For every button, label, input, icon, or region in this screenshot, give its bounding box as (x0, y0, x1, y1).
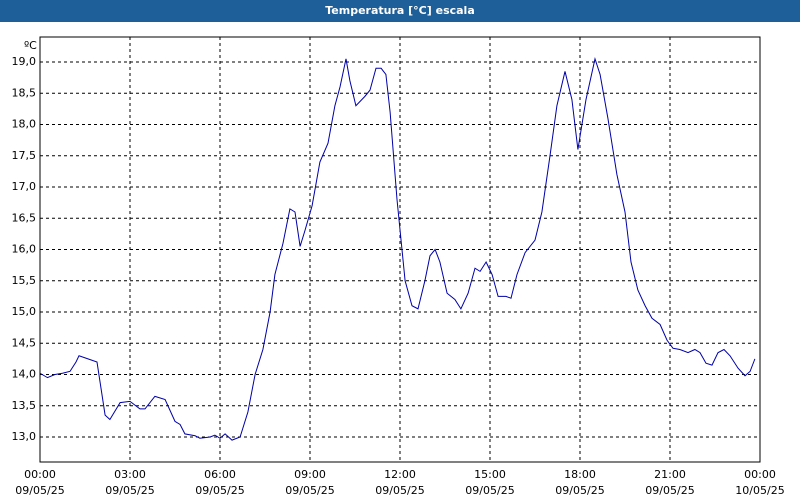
x-tick-date: 10/05/25 (735, 484, 784, 497)
y-tick-label: 15,5 (12, 274, 37, 287)
x-tick-date: 09/05/25 (375, 484, 424, 497)
x-tick-date: 09/05/25 (285, 484, 334, 497)
x-tick-label: 00:00 (744, 468, 776, 481)
chart-title: Temperatura [°C] escala (325, 4, 475, 17)
data-line (39, 56, 756, 441)
x-tick-date: 09/05/25 (555, 484, 604, 497)
y-tick-label: 19,0 (12, 55, 37, 68)
y-tick-label: 14,5 (12, 336, 37, 349)
x-tick-date: 09/05/25 (465, 484, 514, 497)
y-tick-label: 15,0 (12, 305, 37, 318)
x-tick-label: 09:00 (294, 468, 326, 481)
x-tick-date: 09/05/25 (645, 484, 694, 497)
y-tick-label: 14,0 (12, 368, 37, 381)
y-tick-label: 18,0 (12, 118, 37, 131)
x-tick-label: 21:00 (654, 468, 686, 481)
y-tick-label: 13,5 (12, 399, 37, 412)
x-tick-label: 12:00 (384, 468, 416, 481)
y-axis-label: ºC (24, 39, 37, 52)
y-tick-label: 16,0 (12, 243, 37, 256)
y-tick-label: 17,5 (12, 149, 37, 162)
title-bar (0, 0, 800, 22)
y-tick-label: 16,5 (12, 211, 37, 224)
y-tick-label: 17,0 (12, 180, 37, 193)
y-tick-label: 13,0 (12, 430, 37, 443)
x-tick-label: 06:00 (204, 468, 236, 481)
x-tick-label: 18:00 (564, 468, 596, 481)
x-tick-date: 09/05/25 (195, 484, 244, 497)
y-tick-label: 18,5 (12, 86, 37, 99)
x-tick-date: 09/05/25 (105, 484, 154, 497)
x-tick-date: 09/05/25 (15, 484, 64, 497)
x-tick-label: 15:00 (474, 468, 506, 481)
x-tick-label: 03:00 (114, 468, 146, 481)
x-tick-label: 00:00 (24, 468, 56, 481)
